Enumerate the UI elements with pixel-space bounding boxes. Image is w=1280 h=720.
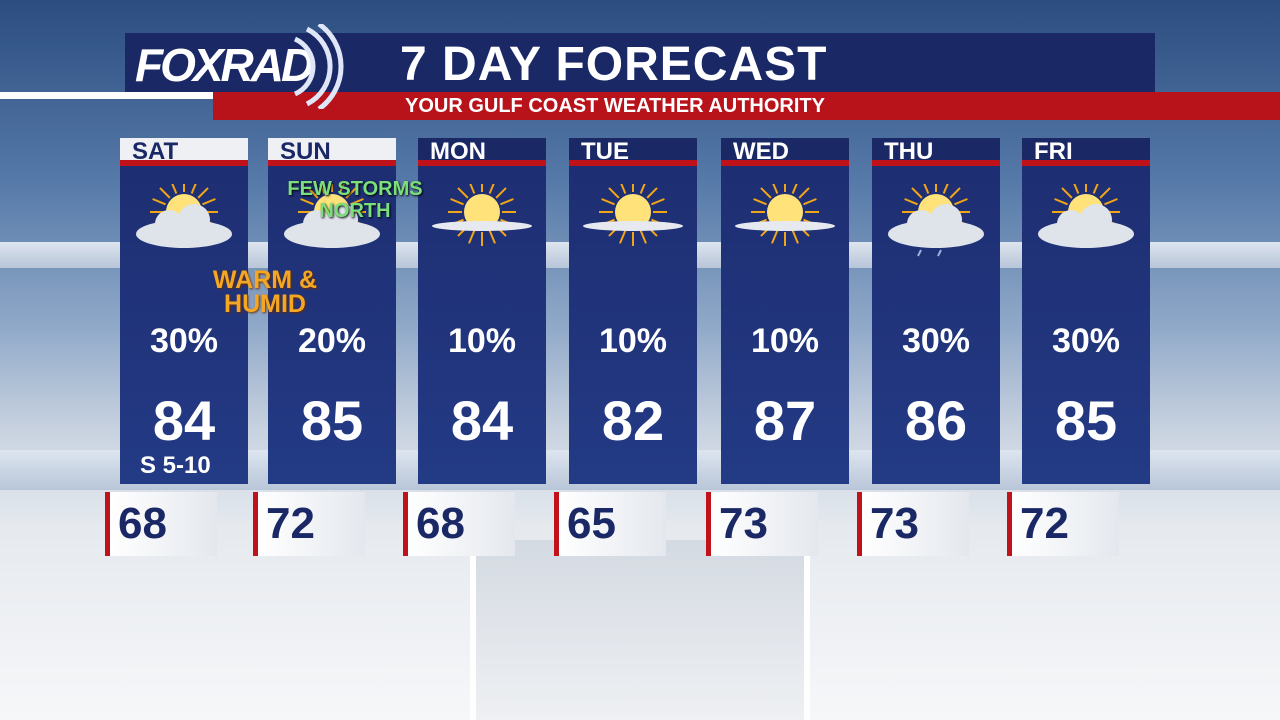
sunny-icon — [432, 184, 532, 246]
logo-text: FOXRAD — [135, 39, 314, 91]
high-temp: 87 — [753, 389, 817, 452]
day-column-fri: FRI 30% 85 — [1022, 138, 1150, 484]
day-label: FRI — [1022, 138, 1150, 166]
high-temp: 85 — [300, 389, 364, 452]
note-few-storms-north: FEW STORMS NORTH — [287, 178, 423, 222]
low-temp: 65 — [554, 492, 666, 556]
rain-chance: 30% — [1051, 322, 1121, 360]
header-bar — [125, 33, 1155, 93]
day-column-sat: SAT 30% 84 S 5-10 — [120, 138, 248, 484]
rain-chance: 30% — [901, 322, 971, 360]
background-stage — [470, 540, 810, 720]
day-label: THU — [872, 138, 1000, 166]
sunny-icon — [583, 184, 683, 246]
day-label: MON — [418, 138, 546, 166]
divider — [0, 92, 215, 99]
wind: S 5-10 — [140, 452, 211, 479]
day-label: WED — [721, 138, 849, 166]
low-temp: 73 — [857, 492, 969, 556]
day-label: SUN — [268, 138, 396, 166]
rain-chance: 20% — [297, 322, 367, 360]
day-column-tue: TUE 10% 82 — [569, 138, 697, 484]
day-column-wed: WED 10% 87 — [721, 138, 849, 484]
day-label: TUE — [569, 138, 697, 166]
partly-cloudy-icon — [1038, 184, 1134, 248]
forecast-panel: 30% 84 S 5-10 — [120, 166, 248, 484]
high-temp: 84 — [450, 389, 514, 452]
forecast-panel: 10% 87 — [721, 166, 849, 484]
day-column-mon: MON 10% 84 — [418, 138, 546, 484]
foxrad-logo: FOXRAD — [135, 38, 314, 92]
rain-chance: 10% — [750, 322, 820, 360]
sunny-icon — [735, 184, 835, 246]
low-temp: 68 — [403, 492, 515, 556]
rain-chance: 30% — [149, 322, 219, 360]
note-warm-humid: WARM & HUMID — [212, 266, 318, 318]
rain-chance: 10% — [598, 322, 668, 360]
page-title: 7 DAY FORECAST — [400, 38, 828, 91]
page-subtitle: YOUR GULF COAST WEATHER AUTHORITY — [405, 95, 825, 117]
day-label: SAT — [120, 138, 248, 166]
forecast-panel: 20% 85 — [268, 166, 396, 484]
day-column-thu: THU 30% 86 — [872, 138, 1000, 484]
low-temp: 73 — [706, 492, 818, 556]
high-temp: 82 — [601, 389, 665, 452]
forecast-panel: 10% 82 — [569, 166, 697, 484]
high-temp: 85 — [1054, 389, 1118, 452]
day-column-sun: SUN 20% 85 — [268, 138, 396, 484]
high-temp: 86 — [904, 389, 968, 452]
rain-chance: 10% — [447, 322, 517, 360]
partly-cloudy-icon — [136, 184, 232, 248]
subtitle-bar — [213, 92, 1280, 120]
partly-cloudy-shower-icon — [888, 184, 984, 257]
forecast-panel: 30% 85 — [1022, 166, 1150, 484]
partly-cloudy-icon — [284, 184, 380, 248]
forecast-panel: 30% 86 — [872, 166, 1000, 484]
radar-arcs-icon — [293, 24, 344, 109]
forecast-panel: 10% 84 — [418, 166, 546, 484]
low-temp: 72 — [1007, 492, 1119, 556]
low-temp: 68 — [105, 492, 217, 556]
high-temp: 84 — [152, 389, 216, 452]
low-temp: 72 — [253, 492, 365, 556]
